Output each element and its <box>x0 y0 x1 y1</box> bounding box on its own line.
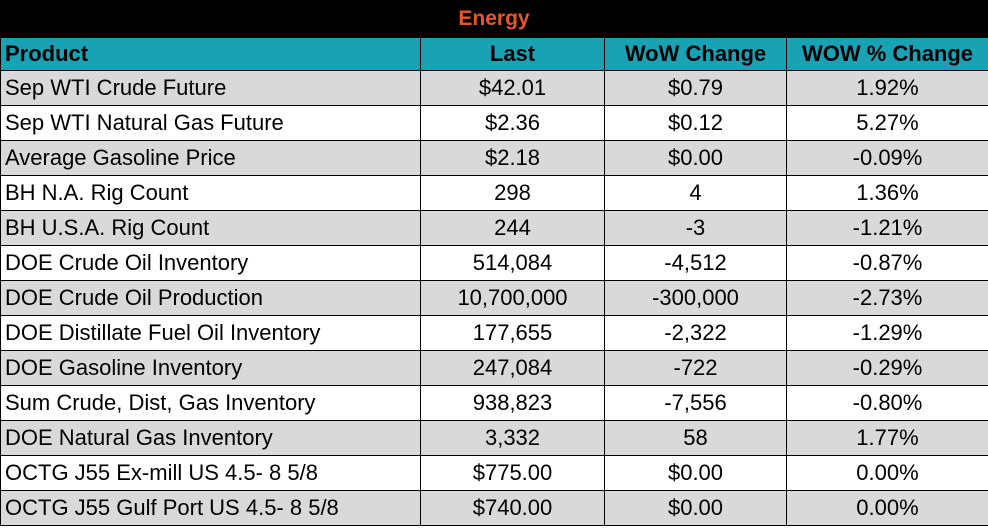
cell-wow-pct-change: 1.92% <box>786 70 988 106</box>
cell-product: BH N.A. Rig Count <box>0 175 421 211</box>
cell-wow-change: -7,556 <box>604 385 787 421</box>
cell-last: $775.00 <box>420 455 605 491</box>
cell-wow-change: $0.79 <box>604 70 787 106</box>
cell-last: $42.01 <box>420 70 605 106</box>
cell-product: OCTG J55 Gulf Port US 4.5- 8 5/8 <box>0 490 421 526</box>
table-row: DOE Distillate Fuel Oil Inventory 177,65… <box>0 315 988 351</box>
cell-wow-pct-change: 1.36% <box>786 175 988 211</box>
cell-product: BH U.S.A. Rig Count <box>0 210 421 246</box>
header-product: Product <box>0 37 421 71</box>
cell-wow-change: -300,000 <box>604 280 787 316</box>
header-last: Last <box>420 37 605 71</box>
table-row: Sep WTI Crude Future $42.01 $0.79 1.92% <box>0 70 988 106</box>
cell-product: OCTG J55 Ex-mill US 4.5- 8 5/8 <box>0 455 421 491</box>
table-row: Sep WTI Natural Gas Future $2.36 $0.12 5… <box>0 105 988 141</box>
table-title: Energy <box>0 0 988 37</box>
cell-wow-pct-change: -0.29% <box>786 350 988 386</box>
cell-last: $740.00 <box>420 490 605 526</box>
cell-wow-change: $0.00 <box>604 140 787 176</box>
cell-wow-pct-change: 0.00% <box>786 490 988 526</box>
cell-product: DOE Crude Oil Inventory <box>0 245 421 281</box>
cell-product: DOE Distillate Fuel Oil Inventory <box>0 315 421 351</box>
cell-product: Average Gasoline Price <box>0 140 421 176</box>
cell-last: 298 <box>420 175 605 211</box>
table-row: Sum Crude, Dist, Gas Inventory 938,823 -… <box>0 385 988 421</box>
cell-wow-change: 4 <box>604 175 787 211</box>
header-wow-change: WoW Change <box>604 37 787 71</box>
cell-last: 514,084 <box>420 245 605 281</box>
cell-wow-pct-change: -0.87% <box>786 245 988 281</box>
cell-last: 938,823 <box>420 385 605 421</box>
cell-last: 177,655 <box>420 315 605 351</box>
cell-wow-pct-change: -0.09% <box>786 140 988 176</box>
header-row: Product Last WoW Change WOW % Change <box>0 37 988 71</box>
table-row: OCTG J55 Ex-mill US 4.5- 8 5/8 $775.00 $… <box>0 455 988 491</box>
table-row: DOE Crude Oil Production 10,700,000 -300… <box>0 280 988 316</box>
cell-product: Sum Crude, Dist, Gas Inventory <box>0 385 421 421</box>
cell-wow-pct-change: 5.27% <box>786 105 988 141</box>
cell-wow-change: 58 <box>604 420 787 456</box>
table-row: DOE Gasoline Inventory 247,084 -722 -0.2… <box>0 350 988 386</box>
cell-wow-change: -2,322 <box>604 315 787 351</box>
cell-wow-change: -722 <box>604 350 787 386</box>
cell-product: DOE Gasoline Inventory <box>0 350 421 386</box>
cell-product: Sep WTI Natural Gas Future <box>0 105 421 141</box>
cell-last: $2.18 <box>420 140 605 176</box>
table-row: Average Gasoline Price $2.18 $0.00 -0.09… <box>0 140 988 176</box>
table-row: BH U.S.A. Rig Count 244 -3 -1.21% <box>0 210 988 246</box>
cell-last: $2.36 <box>420 105 605 141</box>
cell-wow-pct-change: 1.77% <box>786 420 988 456</box>
cell-last: 247,084 <box>420 350 605 386</box>
cell-wow-pct-change: -1.21% <box>786 210 988 246</box>
cell-wow-change: -4,512 <box>604 245 787 281</box>
table-row: DOE Natural Gas Inventory 3,332 58 1.77% <box>0 420 988 456</box>
cell-wow-change: -3 <box>604 210 787 246</box>
cell-wow-pct-change: -0.80% <box>786 385 988 421</box>
cell-wow-change: $0.12 <box>604 105 787 141</box>
cell-wow-change: $0.00 <box>604 490 787 526</box>
cell-product: DOE Natural Gas Inventory <box>0 420 421 456</box>
cell-last: 10,700,000 <box>420 280 605 316</box>
cell-last: 244 <box>420 210 605 246</box>
header-wow-pct-change: WOW % Change <box>786 37 988 71</box>
table-row: BH N.A. Rig Count 298 4 1.36% <box>0 175 988 211</box>
cell-last: 3,332 <box>420 420 605 456</box>
cell-wow-pct-change: 0.00% <box>786 455 988 491</box>
table-row: OCTG J55 Gulf Port US 4.5- 8 5/8 $740.00… <box>0 490 988 526</box>
cell-product: DOE Crude Oil Production <box>0 280 421 316</box>
energy-table: Product Last WoW Change WOW % Change Sep… <box>0 37 988 526</box>
cell-wow-pct-change: -2.73% <box>786 280 988 316</box>
cell-wow-pct-change: -1.29% <box>786 315 988 351</box>
table-row: DOE Crude Oil Inventory 514,084 -4,512 -… <box>0 245 988 281</box>
cell-product: Sep WTI Crude Future <box>0 70 421 106</box>
cell-wow-change: $0.00 <box>604 455 787 491</box>
